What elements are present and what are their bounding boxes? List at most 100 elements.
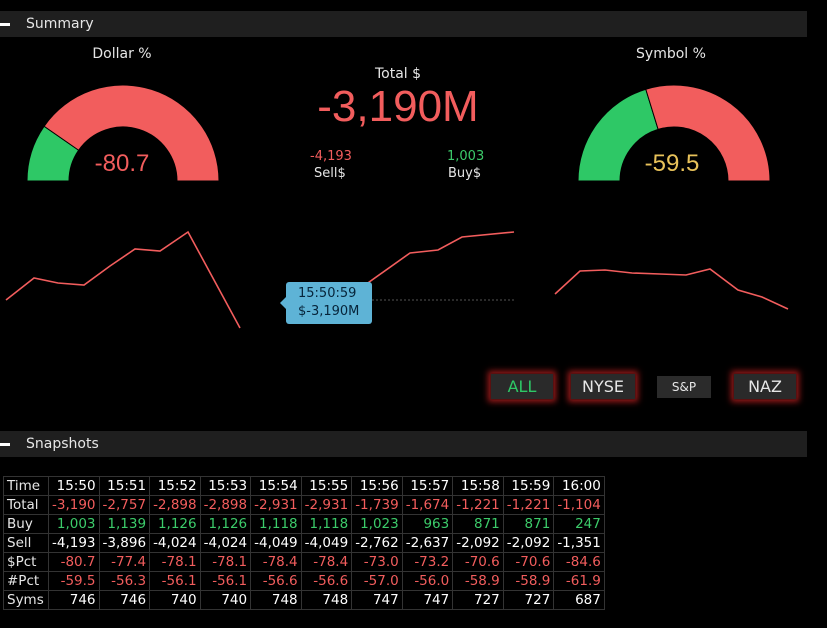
- table-cell: -4,049: [250, 533, 302, 553]
- table-cell: -78.4: [300, 552, 353, 572]
- table-cell: 1,126: [149, 514, 201, 534]
- table-cell: -2,931: [250, 495, 302, 515]
- dollar-gauge-value: -80.7: [94, 150, 150, 177]
- table-cell: 871: [502, 514, 555, 534]
- table-cell: 15:59: [502, 476, 555, 496]
- table-row: $Pct -80.7 -77.4 -78.1 -78.1 -78.4 -78.4 -73.0-…: [3, 552, 605, 572]
- table-cell: 747: [351, 590, 403, 610]
- table-cell: -4,049: [300, 533, 353, 553]
- table-cell: -78.1: [149, 552, 201, 572]
- table-cell: -4,024: [149, 533, 201, 553]
- table-cell: -1,104: [553, 495, 605, 515]
- buy-label: Buy$: [448, 166, 482, 181]
- trend-line-segment-3: [554, 268, 789, 310]
- snapshots-title: Snapshots: [26, 436, 99, 452]
- table-cell: 16:00: [553, 476, 605, 496]
- table-cell: 247: [553, 514, 605, 534]
- table-cell: -56.6: [250, 571, 302, 591]
- table-cell: -1,739: [351, 495, 403, 515]
- table-cell: 748: [250, 590, 302, 610]
- row-header: #Pct: [3, 571, 49, 591]
- table-cell: -56.6: [300, 571, 353, 591]
- table-cell: 746: [48, 590, 100, 610]
- tooltip-value: $-3,190M: [298, 304, 360, 319]
- symbol-gauge-value: -59.5: [644, 150, 700, 177]
- chart-tooltip: 15:50:59 $-3,190M: [280, 282, 372, 324]
- table-row: #Pct -59.5 -56.3 -56.1 -56.1 -56.6 -56.6 -57.0-…: [3, 571, 605, 591]
- table-cell: -1,674: [401, 495, 454, 515]
- table-cell: -2,092: [452, 533, 504, 553]
- dollar-gauge-label: Dollar %: [92, 46, 152, 62]
- table-cell: -2,762: [351, 533, 403, 553]
- table-cell: 1,003: [48, 514, 100, 534]
- row-header: Syms: [3, 590, 49, 610]
- snapshots-table: Time 15:50 15:51 15:52 15:53 15:54 15:55 15:56 1…: [3, 476, 605, 610]
- table-cell: -56.0: [401, 571, 454, 591]
- table-cell: -2,931: [300, 495, 353, 515]
- total-value: -3,190M: [317, 82, 479, 131]
- table-cell: -2,637: [401, 533, 454, 553]
- table-cell: -2,898: [149, 495, 201, 515]
- table-cell: -56.3: [98, 571, 151, 591]
- trend-chart[interactable]: [0, 200, 827, 340]
- table-cell: 1,118: [250, 514, 302, 534]
- table-cell: 15:51: [98, 476, 151, 496]
- table-cell: -59.5: [48, 571, 100, 591]
- table-cell: 15:57: [401, 476, 454, 496]
- market-button-all[interactable]: ALL: [490, 373, 554, 400]
- table-cell: -80.7: [48, 552, 100, 572]
- snapshots-header[interactable]: Snapshots: [0, 431, 807, 457]
- table-cell: -1,221: [452, 495, 504, 515]
- table-cell: -1,351: [553, 533, 605, 553]
- table-cell: 748: [300, 590, 353, 610]
- table-cell: 687: [553, 590, 605, 610]
- table-cell: 15:55: [300, 476, 353, 496]
- row-header: $Pct: [3, 552, 49, 572]
- table-cell: -73.2: [401, 552, 454, 572]
- table-cell: 727: [502, 590, 555, 610]
- total-label: Total $: [374, 66, 422, 82]
- table-cell: -2,757: [98, 495, 151, 515]
- table-cell: -58.9: [452, 571, 504, 591]
- table-row: Sell -4,193 -3,896 -4,024 -4,024 -4,049 -4,049…: [3, 533, 605, 553]
- collapse-icon[interactable]: [0, 442, 10, 446]
- table-cell: -58.9: [502, 571, 555, 591]
- table-cell: -1,221: [502, 495, 555, 515]
- table-cell: -2,092: [502, 533, 555, 553]
- table-cell: -78.4: [250, 552, 302, 572]
- market-button-nyse[interactable]: NYSE: [570, 373, 636, 400]
- table-cell: -78.1: [199, 552, 252, 572]
- table-cell: 740: [149, 590, 201, 610]
- table-cell: -56.1: [199, 571, 252, 591]
- table-cell: 746: [98, 590, 151, 610]
- row-header: Total: [3, 495, 49, 515]
- tooltip-time: 15:50:59: [298, 286, 357, 301]
- summary-header[interactable]: Summary: [0, 11, 807, 37]
- table-cell: -3,896: [98, 533, 151, 553]
- row-header: Buy: [3, 514, 49, 534]
- table-cell: 963: [401, 514, 454, 534]
- symbol-gauge-label: Symbol %: [636, 46, 706, 62]
- table-cell: 1,126: [199, 514, 252, 534]
- table-cell: 740: [199, 590, 252, 610]
- market-button-sp[interactable]: S&P: [657, 376, 711, 398]
- symbol-gauge-negative-segment: [645, 84, 771, 182]
- row-header: Time: [3, 476, 49, 496]
- table-cell: 15:50: [48, 476, 100, 496]
- collapse-icon[interactable]: [0, 22, 10, 26]
- market-button-naz[interactable]: NAZ: [733, 373, 797, 400]
- table-cell: -56.1: [149, 571, 201, 591]
- row-header: Sell: [3, 533, 49, 553]
- table-cell: -77.4: [98, 552, 151, 572]
- dollar-gauge: [26, 84, 220, 182]
- symbol-gauge: [577, 84, 771, 182]
- summary-title: Summary: [26, 16, 94, 32]
- table-cell: 15:56: [351, 476, 403, 496]
- dollar-gauge-negative-segment: [43, 84, 220, 182]
- trend-line-segment-2: [364, 231, 515, 286]
- table-cell: -3,190: [48, 495, 100, 515]
- table-cell: 15:54: [250, 476, 302, 496]
- table-cell: 1,118: [300, 514, 353, 534]
- table-cell: -70.6: [452, 552, 504, 572]
- table-cell: 871: [452, 514, 504, 534]
